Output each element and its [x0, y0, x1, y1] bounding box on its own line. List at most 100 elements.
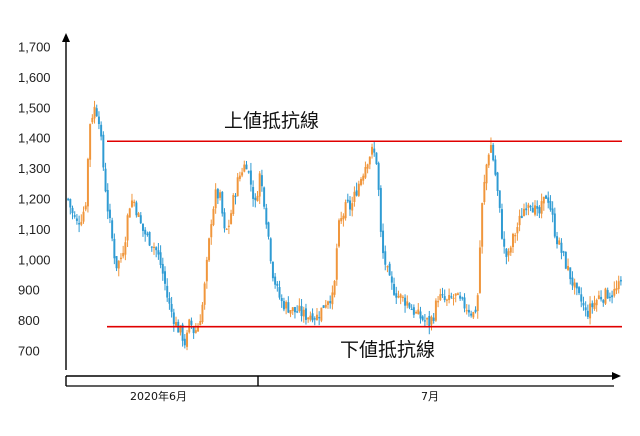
- candle-body: [102, 134, 105, 168]
- candle-body: [505, 248, 508, 257]
- candle-body: [179, 325, 182, 333]
- candle-body: [181, 324, 184, 341]
- candle-body: [426, 318, 429, 320]
- candle-body: [130, 200, 133, 207]
- candle-body: [144, 229, 147, 235]
- y-tick-label: 1,100: [18, 222, 51, 237]
- candle-body: [71, 207, 74, 214]
- candle-body: [155, 247, 158, 251]
- candle-body: [168, 298, 171, 304]
- candle-body: [153, 246, 155, 249]
- candle-body: [335, 248, 338, 280]
- candle-body: [393, 283, 396, 295]
- candle-body: [615, 288, 618, 291]
- candle-body: [523, 208, 525, 216]
- candle-body: [293, 307, 296, 313]
- candle-body: [150, 246, 153, 248]
- candle-body: [252, 187, 255, 199]
- candle-body: [89, 124, 92, 160]
- candle-body: [511, 233, 514, 248]
- candle-body: [346, 199, 349, 202]
- candle-body: [382, 230, 385, 254]
- candle-body: [456, 293, 459, 296]
- candle-body: [602, 300, 605, 303]
- candle-body: [419, 311, 422, 319]
- candle-body: [241, 172, 244, 176]
- candle-body: [377, 163, 380, 190]
- candle-body: [485, 164, 488, 184]
- y-tick-label: 1,200: [18, 192, 51, 207]
- candle-body: [216, 189, 219, 199]
- candle-body: [238, 175, 241, 179]
- candle-body: [604, 288, 607, 304]
- candle-body: [197, 326, 200, 332]
- candle-body: [575, 282, 578, 289]
- candle-body: [399, 294, 402, 298]
- candle-body: [582, 302, 585, 306]
- candle-body: [509, 247, 512, 253]
- candle-body: [454, 293, 457, 296]
- candle-body: [560, 242, 563, 253]
- candle-body: [595, 299, 598, 306]
- candle-body: [307, 317, 310, 320]
- candle-body: [210, 224, 213, 238]
- candle-body: [551, 208, 554, 215]
- candle-body: [192, 327, 195, 334]
- candle-body: [483, 181, 486, 203]
- candle-body: [379, 188, 382, 232]
- candle-body: [236, 177, 239, 197]
- candle-body: [111, 220, 114, 239]
- candle-body: [472, 312, 475, 318]
- candle-body: [326, 301, 329, 305]
- candle-body: [67, 198, 70, 200]
- candle-body: [388, 263, 391, 276]
- candle-body: [249, 170, 252, 185]
- x-axis-arrow-icon: [612, 372, 621, 380]
- candle-body: [175, 322, 178, 326]
- candle-body: [531, 207, 534, 213]
- candle-body: [278, 287, 281, 298]
- candle-body: [201, 304, 204, 323]
- resistance-label: 上値抵抗線: [224, 110, 319, 132]
- candle-body: [298, 305, 301, 311]
- candle-body: [432, 317, 435, 321]
- y-tick-label: 900: [18, 283, 40, 298]
- candle-body: [84, 205, 87, 210]
- candle-body: [232, 195, 235, 214]
- candle-body: [135, 202, 138, 216]
- candle-body: [423, 320, 426, 322]
- candle-body: [534, 205, 536, 215]
- candle-body: [390, 276, 393, 283]
- candle-body: [450, 296, 453, 298]
- candle-body: [463, 297, 466, 309]
- support-label: 下値抵抗線: [340, 339, 435, 361]
- candle-body: [542, 196, 545, 204]
- candle-body: [80, 221, 83, 225]
- candle-body: [260, 175, 263, 187]
- candle-body: [465, 310, 468, 312]
- candle-body: [494, 159, 497, 175]
- candle-body: [75, 218, 78, 221]
- y-tick-label: 800: [18, 313, 40, 328]
- candle-body: [234, 195, 237, 197]
- candle-body: [271, 261, 274, 279]
- candle-body: [91, 117, 94, 123]
- candle-body: [100, 124, 103, 137]
- candle-body: [591, 303, 594, 308]
- candle-body: [212, 208, 215, 225]
- candle-body: [265, 207, 268, 225]
- candle-body: [525, 208, 528, 211]
- candle-body: [291, 307, 294, 312]
- candle-body: [445, 299, 448, 301]
- candle-body: [73, 215, 76, 217]
- candle-body: [186, 332, 189, 347]
- candle-body: [408, 303, 411, 308]
- candle-body: [108, 209, 111, 219]
- candle-body: [498, 190, 501, 208]
- candle-body: [549, 200, 552, 210]
- candle-body: [373, 148, 376, 153]
- candle-body: [208, 238, 211, 261]
- candle-body: [573, 282, 576, 288]
- candle-body: [351, 203, 354, 211]
- candle-body: [296, 311, 299, 313]
